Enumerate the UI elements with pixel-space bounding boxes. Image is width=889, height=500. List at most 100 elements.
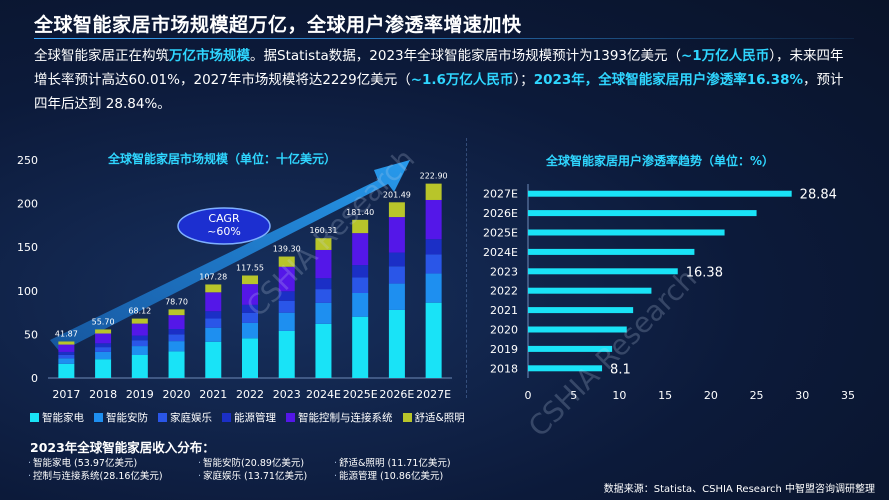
market-chart-title: 全球智能家居市场规模（单位：十亿美元） <box>108 152 337 166</box>
y-tick-label: 2018 <box>490 362 518 375</box>
bar-segment <box>278 300 295 313</box>
bar-segment <box>425 199 442 240</box>
hbar <box>528 190 792 197</box>
legend-label: 能源管理 <box>234 412 276 424</box>
chart-divider <box>466 138 467 398</box>
hbar <box>528 210 757 217</box>
bar-segment <box>315 302 332 324</box>
legend-item: 能源管理 <box>222 410 276 425</box>
bar-segment <box>58 344 75 352</box>
bar-segment <box>388 202 405 218</box>
bar-segment <box>205 284 222 293</box>
y-tick-label: 50 <box>24 328 38 341</box>
bar-segment <box>425 302 442 378</box>
bar-segment <box>168 341 185 352</box>
cagr-label: CAGR <box>208 212 240 225</box>
legend-item: 家庭娱乐 <box>158 410 212 425</box>
bar-total-label: 41.87 <box>55 329 78 338</box>
bar-segment <box>425 239 442 255</box>
x-tick-label: 2024E <box>306 388 341 401</box>
intro-highlight-4: 2023年，全球智能家居用户渗透率16.38% <box>533 72 803 88</box>
bar-segment <box>131 340 148 347</box>
bar-segment <box>95 333 112 344</box>
x-tick-label: 15 <box>658 389 672 402</box>
x-tick-label: 10 <box>612 389 626 402</box>
bar-segment <box>168 309 185 316</box>
bar-segment <box>388 252 405 267</box>
y-tick-label: 0 <box>31 372 38 385</box>
bar-segment <box>205 311 222 319</box>
bar-segment <box>95 351 112 360</box>
hbar-value-label: 8.1 <box>610 362 631 377</box>
distribution-item: 智能安防(20.89亿美元) <box>198 455 304 469</box>
y-tick-label: 200 <box>17 198 38 211</box>
page-title: 全球智能家居市场规模超万亿，全球用户渗透率增速加快 <box>34 14 522 36</box>
bar-segment <box>95 347 112 352</box>
legend-item: 舒适&照明 <box>402 410 465 425</box>
x-tick-label: 2020 <box>163 388 191 401</box>
x-tick-label: 2017 <box>52 388 80 401</box>
bar-segment <box>352 292 369 317</box>
bar-segment <box>278 330 295 378</box>
bar-segment <box>388 309 405 378</box>
intro-highlight-3: ~1.6万亿人民币 <box>410 72 514 88</box>
bar-total-label: 78.70 <box>165 297 188 306</box>
cagr-value: ~60% <box>207 225 241 238</box>
x-tick-label: 2026E <box>379 388 414 401</box>
y-tick-label: 2025E <box>483 227 518 240</box>
hbar <box>528 287 652 294</box>
y-tick-label: 2026E <box>483 207 518 220</box>
bar-segment <box>242 322 258 339</box>
bar-segment <box>352 233 369 266</box>
x-tick-label: 2027E <box>416 388 451 401</box>
x-tick-label: 2023 <box>273 388 301 401</box>
penetration-chart-title: 全球智能家居用户渗透率趋势（单位：%） <box>546 154 775 168</box>
bar-segment <box>95 359 112 378</box>
y-tick-label: 2020 <box>490 324 518 337</box>
bar-segment <box>242 275 258 285</box>
bar-segment <box>58 351 75 355</box>
legend-label: 智能控制与连接系统 <box>298 412 393 424</box>
hbar <box>528 365 603 372</box>
bar-segment <box>278 256 295 267</box>
distribution-item: 舒适&照明 (11.71亿美元) <box>334 455 451 469</box>
bar-segment <box>205 341 222 378</box>
x-tick-label: 30 <box>795 389 809 402</box>
bar-segment <box>131 323 148 336</box>
legend-item: 智能控制与连接系统 <box>286 410 393 425</box>
bar-segment <box>205 318 222 328</box>
bar-segment <box>388 266 405 284</box>
hbar <box>528 326 627 333</box>
bar-segment <box>278 291 295 301</box>
distribution-item: 能源管理 (10.86亿美元) <box>334 468 443 482</box>
bar-segment <box>131 335 148 341</box>
intro-text-5: ，预计四年后达到 28.84%。 <box>34 72 844 112</box>
source-note: 数据来源：Statista、CSHIA Research 中智盟咨询调研整理 <box>603 484 875 495</box>
legend-label: 智能家电 <box>42 412 84 424</box>
bar-segment <box>352 219 369 234</box>
bar-total-label: 55.70 <box>92 317 115 326</box>
hbar <box>528 307 634 314</box>
x-tick-label: 20 <box>704 389 718 402</box>
bar-segment <box>278 312 295 331</box>
bar-segment <box>352 316 369 378</box>
bar-segment <box>95 343 112 348</box>
legend-swatch <box>30 413 39 422</box>
bar-segment <box>168 329 185 335</box>
bar-segment <box>131 354 148 378</box>
bar-segment <box>242 312 258 323</box>
x-tick-label: 2019 <box>126 388 154 401</box>
bar-segment <box>315 323 332 378</box>
bar-segment <box>168 334 185 342</box>
bar-segment <box>315 289 332 303</box>
bar-segment <box>278 266 295 292</box>
x-tick-label: 2018 <box>89 388 117 401</box>
hbar-value-label: 28.84 <box>800 188 837 203</box>
bar-total-label: 68.12 <box>128 307 151 316</box>
y-tick-label: 250 <box>17 154 38 167</box>
bar-total-label: 181.40 <box>346 208 374 217</box>
y-tick-label: 2019 <box>490 343 518 356</box>
bar-segment <box>58 354 75 359</box>
distribution-title: 2023年全球智能家居收入分布： <box>30 440 215 455</box>
bar-segment <box>58 341 75 345</box>
